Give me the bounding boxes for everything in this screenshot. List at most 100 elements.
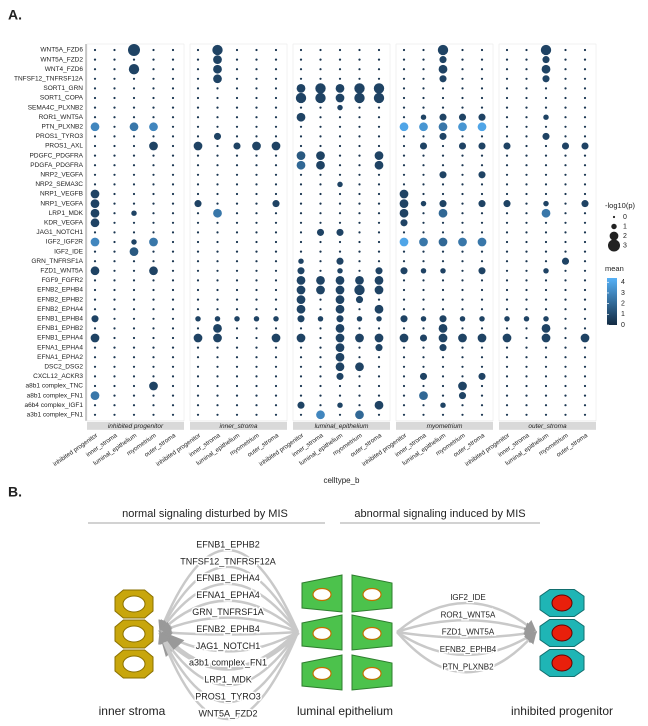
dot [319,394,322,397]
dot [196,48,200,52]
edge [396,631,537,674]
row-label: CXCL12_ACKR3 [33,373,83,380]
dot [441,144,445,148]
dot [461,48,464,52]
dot [525,288,528,292]
dot [132,164,136,167]
dot [480,250,484,253]
dot [335,304,345,314]
dot [525,404,528,407]
dot [152,288,155,292]
dot [358,269,361,272]
dot [402,87,406,90]
dot [196,116,200,119]
dot [441,250,445,253]
dot [152,317,155,320]
dot [583,96,587,100]
dot [93,308,97,311]
dot [478,372,486,380]
dot [505,231,509,234]
dot [152,260,155,263]
dot [583,231,587,234]
dot [338,125,342,128]
dot [356,316,363,322]
dot [235,346,239,349]
dot [196,125,200,128]
dot [319,250,322,253]
dot [525,394,528,397]
dot [458,381,467,391]
dot [480,58,484,61]
dot [196,298,200,301]
edge-label: GRN_TNFRSF1A [192,607,264,617]
dot [525,365,528,368]
dot [319,135,322,138]
dot [235,308,239,311]
dot [441,356,445,359]
dot [196,221,200,224]
dot [583,298,587,301]
dot [196,87,200,90]
dot [355,296,364,304]
dot [402,96,406,100]
dot [113,116,116,119]
dot [564,183,567,186]
dot [296,84,306,93]
dot [113,336,116,340]
dot [235,87,239,90]
dot [458,392,467,400]
dot [542,56,550,64]
dot [525,221,528,224]
dot [583,250,587,253]
dot [461,77,464,80]
dot [152,404,155,407]
dot [152,413,155,416]
dot [564,288,567,292]
edge [158,630,300,721]
dot [296,151,306,160]
dot [461,298,464,301]
dot [505,327,509,330]
dot [441,375,445,378]
dot [525,173,528,176]
dot [274,87,278,90]
dot [525,298,528,301]
dot [132,413,136,416]
dot [171,375,175,378]
dot [216,356,219,359]
legend-dot [609,231,619,241]
dot [93,250,97,253]
dot [480,308,484,311]
dot [216,413,219,416]
dot [132,356,136,359]
dot [420,268,427,274]
dot [235,269,239,272]
dot [93,298,97,301]
row-label: LRP1_MDK [49,210,84,217]
dot [235,221,239,224]
dot [196,154,200,157]
dot [149,381,158,391]
dot [235,77,239,80]
dot [132,173,136,176]
dot [544,250,548,253]
dot [583,68,587,71]
dot [338,384,342,388]
dot [255,336,258,340]
dot [375,344,383,352]
dot [541,208,551,218]
dot [564,87,567,90]
dot [402,413,406,416]
dot [525,164,528,167]
dot [196,327,200,330]
dot [299,413,303,416]
dot [274,68,278,71]
dot [235,48,239,52]
dot [438,324,448,333]
row-label: a6b4 complex_IGF1 [24,402,83,409]
dot [377,240,381,244]
dot [480,288,484,292]
dot [274,96,278,100]
dot [399,333,409,343]
dot [255,346,258,349]
